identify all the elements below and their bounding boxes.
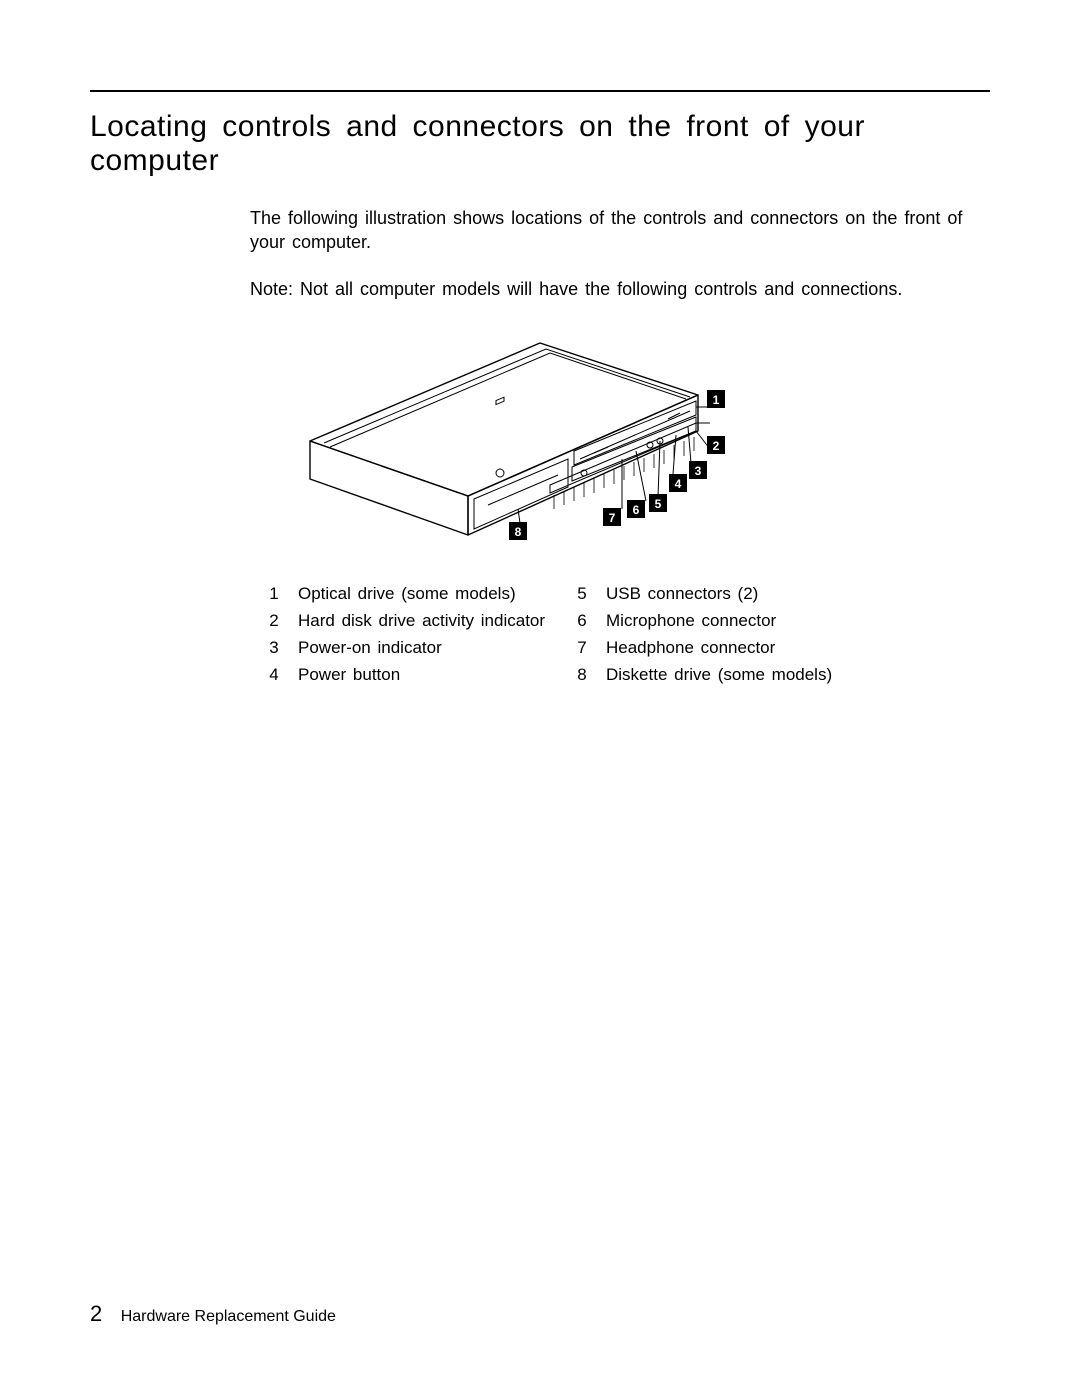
legend-label: Power-on indicator (298, 637, 558, 660)
left-face (310, 441, 468, 535)
computer-diagram: 1 2345 6 7 8 (250, 323, 990, 569)
top-inset-2 (330, 353, 686, 447)
legend-num: 8 (568, 664, 596, 687)
legend-label: Diskette drive (some models) (606, 664, 836, 687)
footer-title: Hardware Replacement Guide (121, 1308, 336, 1325)
callout-number: 1 (713, 393, 720, 407)
legend-label: Optical drive (some models) (298, 583, 558, 606)
legend-num: 1 (260, 583, 288, 606)
page-number: 2 (90, 1301, 102, 1326)
intro-paragraph: The following illustration shows locatio… (250, 206, 990, 255)
legend-num: 5 (568, 583, 596, 606)
legend-num: 4 (260, 664, 288, 687)
body-block: The following illustration shows locatio… (250, 206, 990, 687)
page-footer: 2 Hardware Replacement Guide (90, 1301, 336, 1327)
legend-num: 6 (568, 610, 596, 633)
legend-label: Microphone connector (606, 610, 836, 633)
top-inset (324, 349, 690, 443)
legend-num: 7 (568, 637, 596, 660)
callout-number: 4 (675, 477, 682, 491)
legend-label: Hard disk drive activity indicator (298, 610, 558, 633)
front-face (468, 395, 698, 535)
top-screw (496, 469, 504, 477)
callout-number: 5 (655, 497, 662, 511)
callout-number: 6 (633, 503, 640, 517)
legend-num: 3 (260, 637, 288, 660)
document-page: Locating controls and connectors on the … (0, 0, 1080, 1397)
top-rule (90, 90, 990, 92)
callout-number: 7 (609, 511, 616, 525)
computer-diagram-svg: 1 2345 6 7 8 (250, 323, 810, 563)
legend-label: Headphone connector (606, 637, 836, 660)
note-paragraph: Note: Not all computer models will have … (250, 277, 990, 301)
callout-number: 2 (713, 439, 720, 453)
front-ports (581, 323, 686, 476)
callout-number: 8 (515, 525, 522, 539)
diskette-bay (474, 459, 568, 529)
section-heading: Locating controls and connectors on the … (90, 110, 990, 178)
legend-num: 2 (260, 610, 288, 633)
legend-table: 1 Optical drive (some models) 5 USB conn… (260, 583, 990, 687)
legend-label: USB connectors (2) (606, 583, 836, 606)
legend-label: Power button (298, 664, 558, 687)
callout-number: 3 (695, 464, 702, 478)
